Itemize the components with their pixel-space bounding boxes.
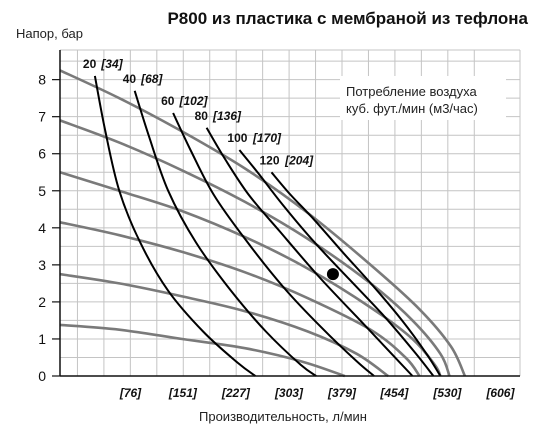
- y-tick-label: 0: [38, 368, 46, 384]
- air-curve-label-metric: [170]: [252, 131, 282, 145]
- y-tick-label: 7: [38, 109, 46, 125]
- x-tick-label: [606]: [485, 386, 515, 400]
- x-tick-label: [151]: [168, 386, 198, 400]
- x-tick-label: [454]: [379, 386, 409, 400]
- air-curve-label-value: 20: [83, 57, 97, 71]
- air-curve-label-value: 60: [161, 94, 175, 108]
- note-line-1: Потребление воздуха: [346, 84, 477, 99]
- x-axis-label: Производительность, л/мин: [199, 409, 367, 424]
- y-tick-label: 3: [38, 257, 46, 273]
- x-tick-labels: [76] [151] [227] [303] [379] [454] [530] [606]: [119, 386, 516, 400]
- note-line-2: куб. фут./мин (м3/час): [346, 101, 478, 116]
- air-curve-label-value: 80: [195, 109, 209, 123]
- x-tick-label: [379]: [327, 386, 357, 400]
- air-curve: [93, 75, 257, 377]
- y-tick-label: 4: [38, 220, 46, 236]
- air-curve: [270, 171, 442, 377]
- x-tick-label: [303]: [274, 386, 304, 400]
- air-consumption-curves: [93, 75, 442, 377]
- y-tick-label: 2: [38, 294, 46, 310]
- y-tick-label: 5: [38, 183, 46, 199]
- air-curve: [238, 149, 435, 377]
- air-curve-label-metric: [68]: [140, 72, 163, 86]
- air-curve-label-metric: [204]: [284, 153, 314, 167]
- pressure-curve: [59, 272, 389, 378]
- y-tick-label: 6: [38, 146, 46, 162]
- air-curve-label-value: 40: [123, 72, 137, 86]
- y-axis-label: Напор, бар: [16, 26, 83, 41]
- air-curve-label-value: 120: [260, 153, 280, 167]
- x-tick-label: [530]: [432, 386, 462, 400]
- x-tick-label: [76]: [119, 386, 142, 400]
- air-consumption-labels: 20 [34]40 [68] 60 [102]80 [136] 100 [170] 120 [20…: [83, 57, 314, 167]
- y-tick-label: 1: [38, 331, 46, 347]
- pressure-curve: [59, 119, 451, 377]
- pressure-curve: [59, 221, 421, 377]
- y-tick-label: 8: [38, 72, 46, 88]
- air-curve-label-metric: [102]: [178, 94, 208, 108]
- x-tick-label: [227]: [221, 386, 251, 400]
- air-curve: [205, 127, 414, 377]
- air-curve: [133, 90, 317, 377]
- air-curve-label-metric: [136]: [212, 109, 242, 123]
- note-background: [340, 76, 506, 120]
- pressure-curve: [59, 323, 346, 378]
- y-tick-labels: 0 1 2 3 4 5 6 7 8: [38, 72, 60, 384]
- air-curve: [172, 112, 375, 377]
- air-curve-label-value: 100: [227, 131, 247, 145]
- operating-point-marker: [326, 268, 339, 281]
- air-curve-label-metric: [34]: [100, 57, 123, 71]
- chart-title: P800 из пластика с мембраной из тефлона: [167, 9, 528, 28]
